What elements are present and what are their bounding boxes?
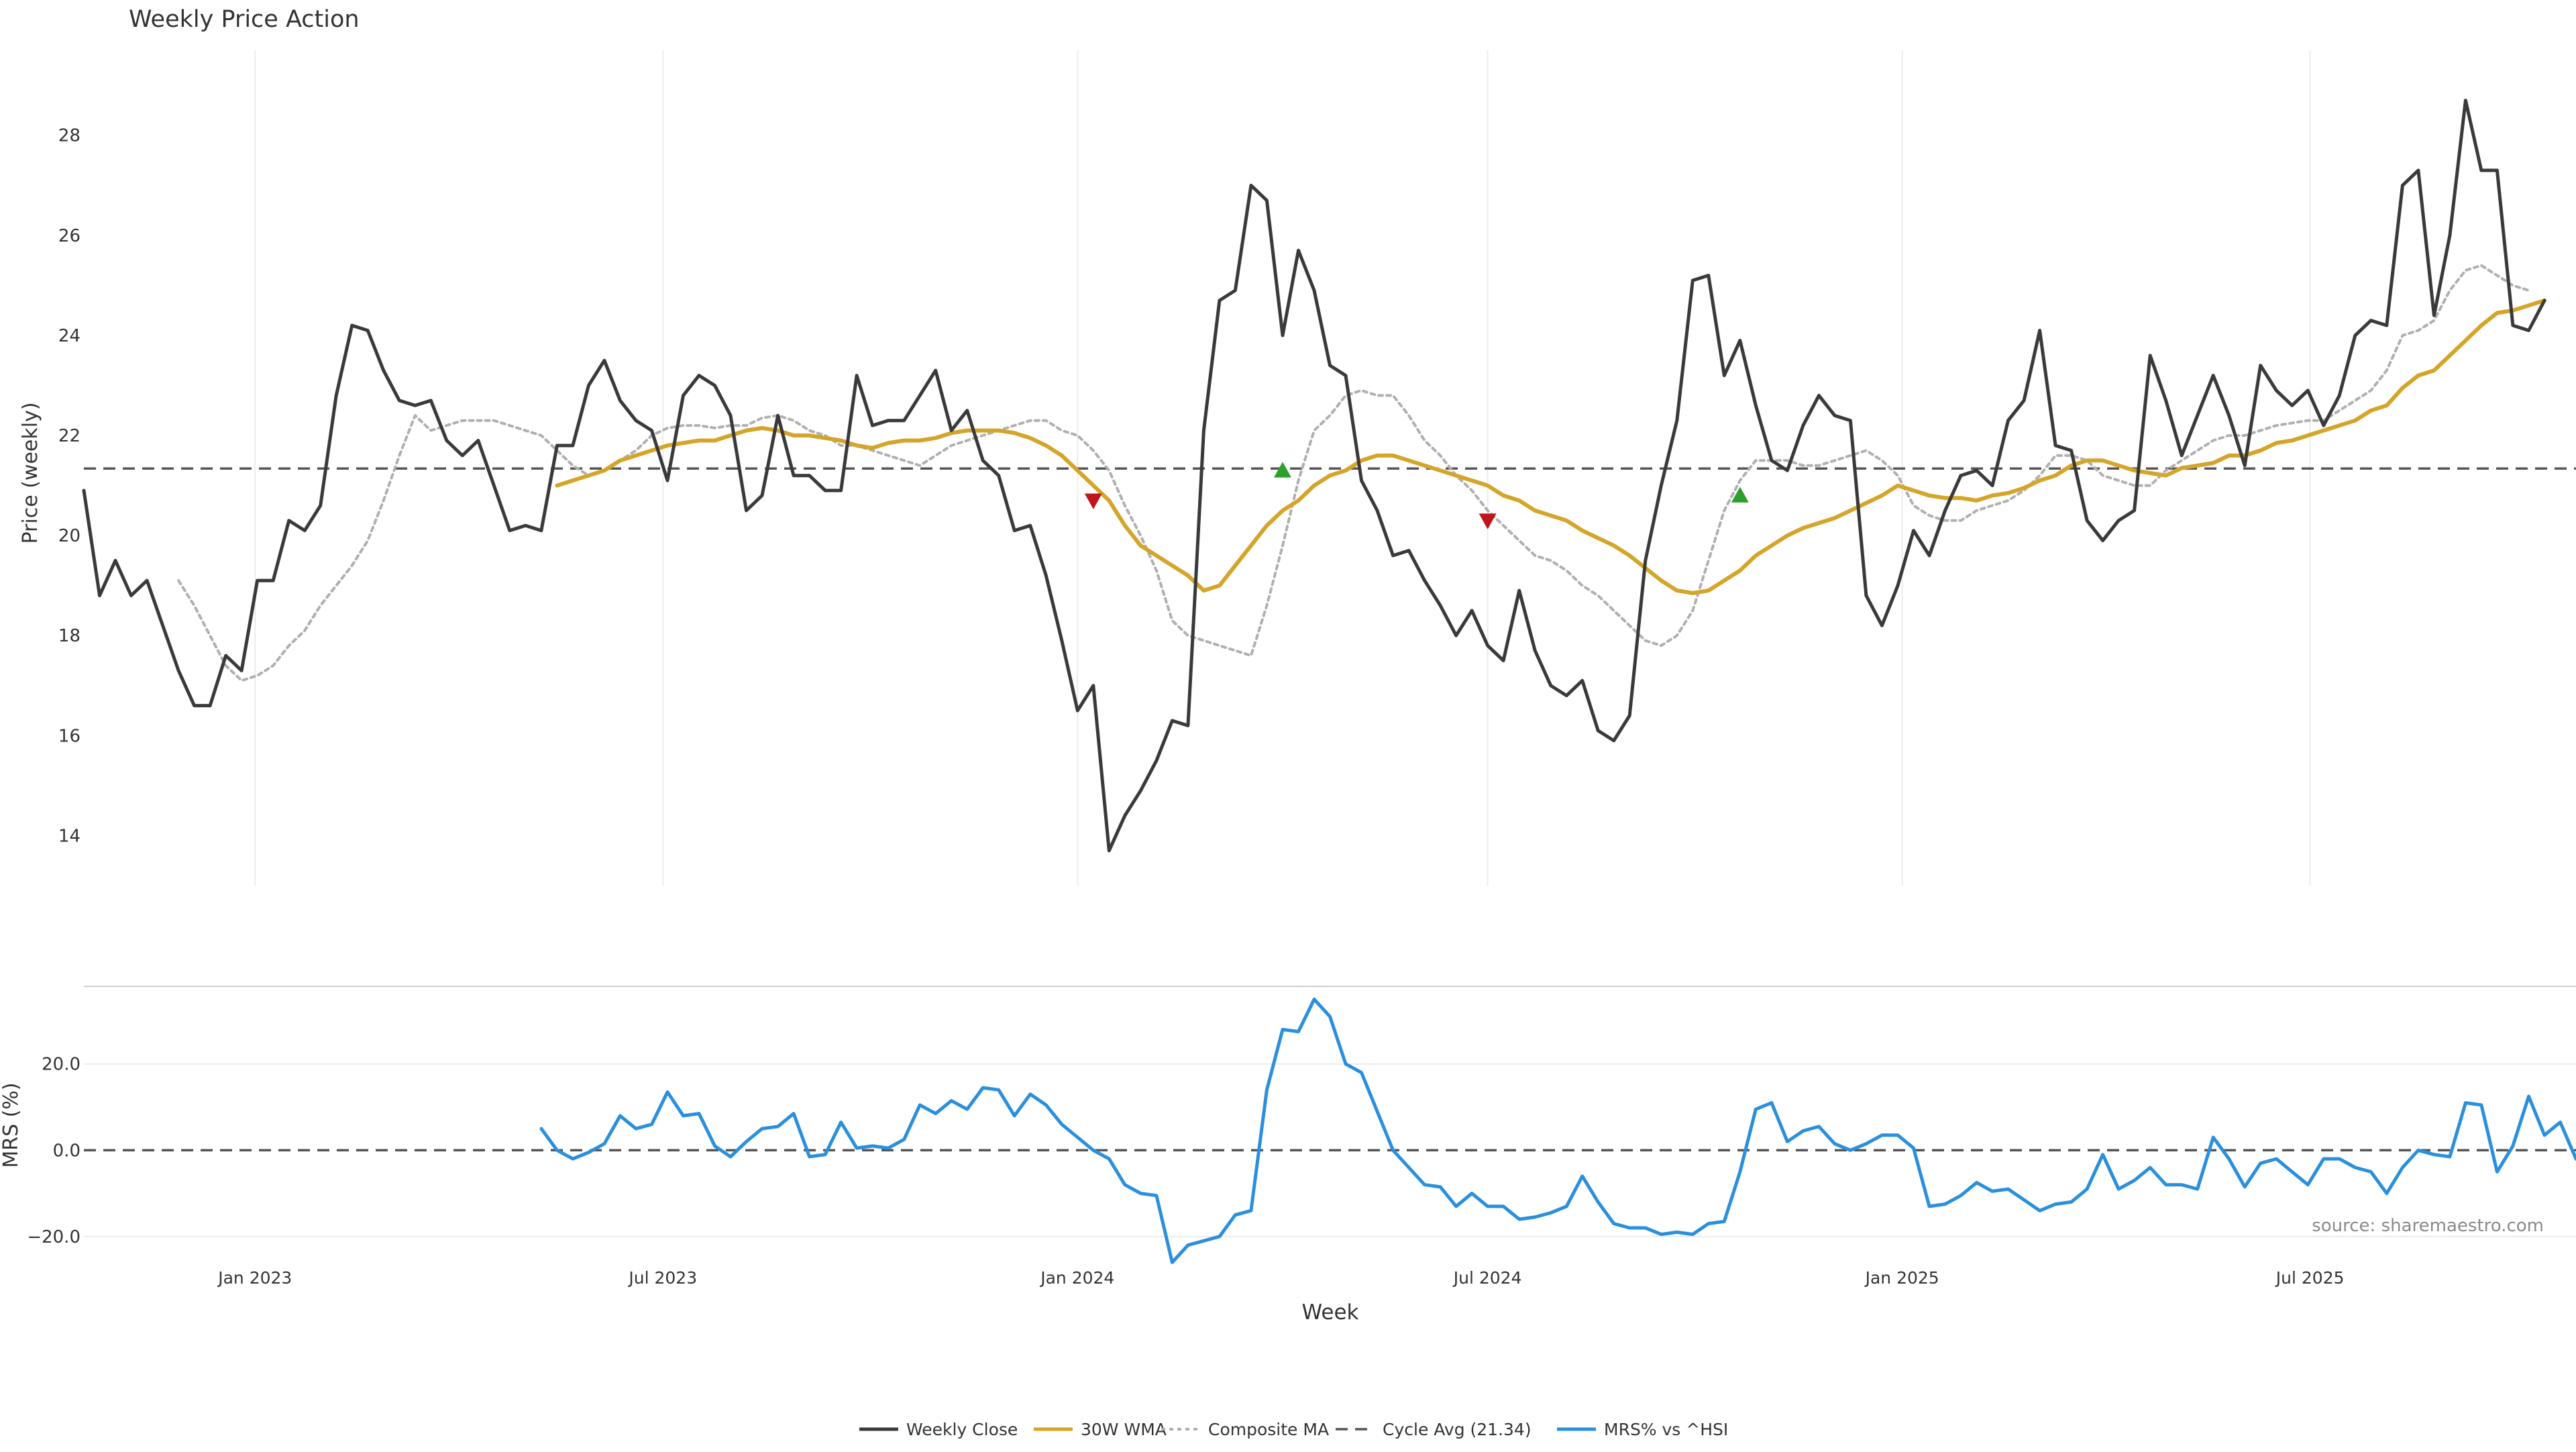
composite-ma-line xyxy=(177,264,2530,682)
mrs-y-tick-label: −20.0 xyxy=(27,1227,80,1247)
legend-label: MRS% vs ^HSI xyxy=(1604,1420,1728,1439)
buy-signal-marker xyxy=(1731,486,1749,503)
legend-label: Weekly Close xyxy=(906,1420,1018,1439)
x-tick-label: Jul 2024 xyxy=(1452,1268,1522,1288)
chart-title: Weekly Price Action xyxy=(129,6,360,33)
grid-layer xyxy=(84,50,2576,1237)
price-y-tick-label: 22 xyxy=(58,426,80,446)
tick-labels: Jan 2023 Jul 2023 Jan 2024 Jul 2024 Jan 2025… xyxy=(27,126,2344,1288)
x-tick-label: Jan 2024 xyxy=(1039,1268,1114,1288)
price-y-tick-label: 28 xyxy=(58,126,80,146)
price-y-tick-label: 18 xyxy=(58,626,80,646)
price-axis-label: Price (weekly) xyxy=(19,402,42,543)
sell-signal-marker xyxy=(1084,493,1102,509)
price-y-tick-label: 16 xyxy=(58,726,80,746)
weekly-close-line xyxy=(82,99,2546,853)
buy-signal-marker xyxy=(1273,462,1291,478)
wma-30w-line xyxy=(555,298,2546,595)
x-tick-label: Jan 2023 xyxy=(217,1268,292,1288)
price-y-tick-label: 20 xyxy=(58,526,80,546)
legend-label: Composite MA xyxy=(1208,1420,1329,1439)
mrs-line xyxy=(539,997,2576,1264)
x-tick-label: Jul 2025 xyxy=(2275,1268,2345,1288)
legend-label: 30W WMA xyxy=(1081,1420,1167,1439)
legend: Weekly Close 30W WMA Composite MA Cycle Avg… xyxy=(859,1420,1728,1439)
price-y-tick-label: 26 xyxy=(58,226,80,246)
x-tick-label: Jul 2023 xyxy=(627,1268,697,1288)
signal-markers xyxy=(1084,462,1749,529)
source-annotation: source: sharemaestro.com xyxy=(2312,1216,2544,1236)
mrs-axis-label: MRS (%) xyxy=(0,1082,23,1168)
legend-label: Cycle Avg (21.34) xyxy=(1383,1420,1532,1439)
price-y-tick-label: 14 xyxy=(58,826,80,846)
series-lines xyxy=(82,99,2576,1264)
x-axis-label: Week xyxy=(1302,1300,1359,1325)
x-tick-label: Jan 2025 xyxy=(1864,1268,1939,1288)
sell-signal-marker xyxy=(1479,513,1497,529)
mrs-y-tick-label: 20.0 xyxy=(42,1055,80,1075)
mrs-y-tick-label: 0.0 xyxy=(53,1141,80,1161)
price-y-tick-label: 24 xyxy=(58,326,80,346)
